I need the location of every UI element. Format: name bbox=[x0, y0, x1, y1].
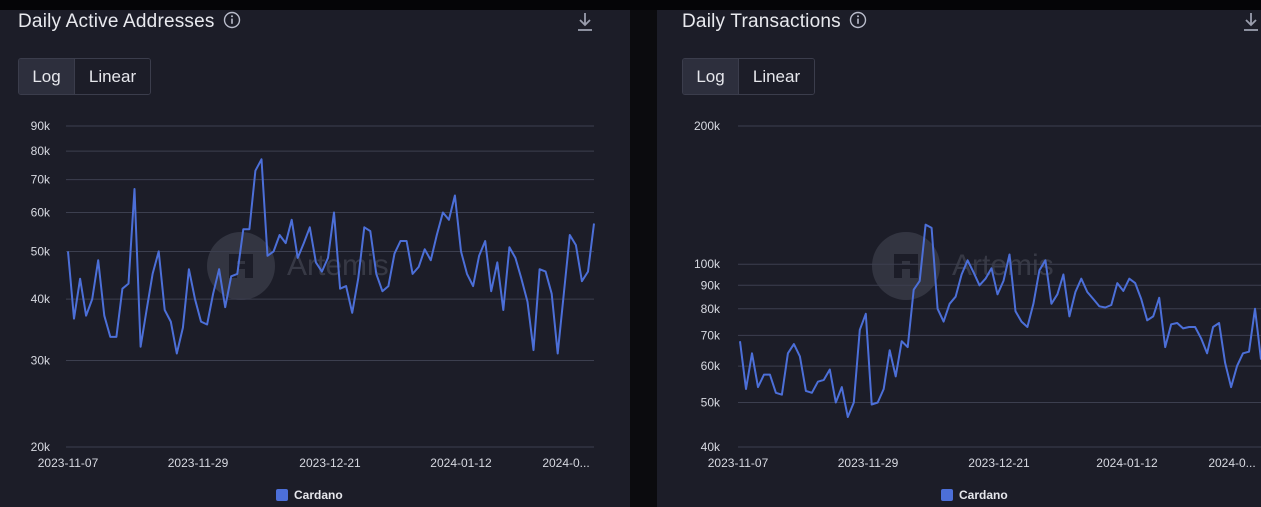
linear-scale-button[interactable]: Linear bbox=[738, 59, 814, 94]
x-tick-label: 2024-01-12 bbox=[1096, 456, 1158, 470]
info-icon[interactable] bbox=[223, 11, 241, 34]
chart-title: Daily Transactions bbox=[682, 11, 841, 32]
legend-swatch bbox=[941, 489, 953, 501]
y-tick-label: 20k bbox=[31, 440, 51, 454]
x-tick-label: 2024-0... bbox=[1208, 456, 1255, 470]
title-row: Daily Transactions bbox=[682, 10, 867, 34]
scale-toggle: Log Linear bbox=[18, 58, 151, 95]
download-icon[interactable] bbox=[1241, 11, 1261, 38]
series-line-cardano[interactable] bbox=[739, 223, 1261, 418]
daily-transactions-panel: Daily Transactions Log Linear Artemis 40… bbox=[657, 10, 1261, 507]
y-tick-label: 80k bbox=[31, 144, 51, 158]
scale-toggle: Log Linear bbox=[682, 58, 815, 95]
x-tick-label: 2023-11-29 bbox=[838, 456, 899, 470]
x-tick-label: 2023-11-07 bbox=[708, 456, 769, 470]
series-line-cardano[interactable] bbox=[67, 158, 595, 355]
legend[interactable]: Cardano bbox=[276, 488, 343, 502]
log-scale-button[interactable]: Log bbox=[19, 59, 74, 94]
legend-label: Cardano bbox=[294, 488, 343, 502]
watermark: Artemis bbox=[872, 232, 1054, 300]
daily-active-addresses-panel: Daily Active Addresses Log Linear Artemi… bbox=[0, 10, 630, 507]
x-tick-label: 2024-01-12 bbox=[430, 456, 492, 470]
legend[interactable]: Cardano bbox=[941, 488, 1008, 502]
y-tick-label: 30k bbox=[31, 353, 51, 367]
chart-title: Daily Active Addresses bbox=[18, 11, 215, 32]
y-tick-label: 40k bbox=[31, 292, 51, 306]
log-scale-button[interactable]: Log bbox=[683, 59, 738, 94]
legend-swatch bbox=[276, 489, 288, 501]
y-tick-label: 80k bbox=[701, 302, 721, 316]
y-tick-label: 50k bbox=[701, 395, 721, 409]
top-strip bbox=[0, 0, 1261, 10]
y-tick-label: 40k bbox=[701, 440, 721, 454]
info-icon[interactable] bbox=[849, 11, 867, 34]
x-tick-label: 2023-12-21 bbox=[299, 456, 361, 470]
artemis-logo bbox=[872, 232, 940, 300]
y-tick-label: 70k bbox=[701, 328, 721, 342]
y-tick-label: 90k bbox=[31, 119, 51, 133]
x-tick-label: 2023-11-29 bbox=[168, 456, 229, 470]
y-tick-label: 60k bbox=[701, 359, 721, 373]
line-chart: 40k 50k 60k 70k 80k 90k 100k 200k 2023-11-07 2023… bbox=[694, 119, 1261, 470]
y-tick-label: 60k bbox=[31, 206, 51, 220]
linear-scale-button[interactable]: Linear bbox=[74, 59, 150, 94]
watermark-text: Artemis bbox=[952, 249, 1054, 282]
y-tick-label: 200k bbox=[694, 119, 721, 133]
y-tick-label: 70k bbox=[31, 173, 51, 187]
line-chart: 20k 30k 40k 50k 60k 70k 80k 90k 2023-11-07 2023-1… bbox=[31, 119, 595, 470]
legend-label: Cardano bbox=[959, 488, 1008, 502]
y-tick-label: 50k bbox=[31, 244, 51, 258]
title-row: Daily Active Addresses bbox=[18, 10, 241, 34]
x-tick-label: 2023-12-21 bbox=[968, 456, 1030, 470]
y-tick-label: 90k bbox=[701, 278, 721, 292]
x-tick-label: 2024-0... bbox=[542, 456, 589, 470]
download-icon[interactable] bbox=[575, 11, 595, 38]
x-tick-label: 2023-11-07 bbox=[38, 456, 99, 470]
y-tick-label: 100k bbox=[694, 257, 721, 271]
